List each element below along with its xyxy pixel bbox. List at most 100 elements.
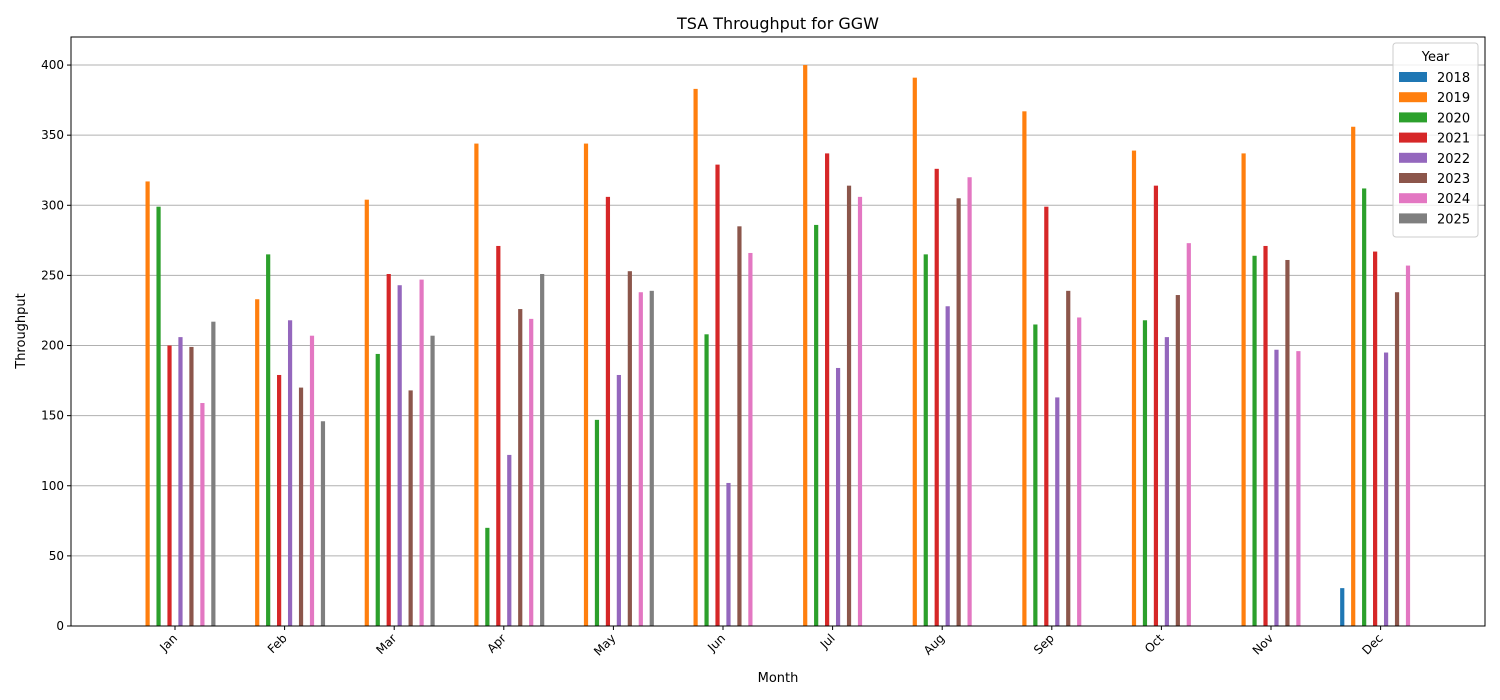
bar <box>638 292 643 626</box>
x-tick-label: Jul <box>817 631 838 652</box>
x-tick-label: Feb <box>265 631 290 656</box>
x-tick-label: May <box>591 631 618 658</box>
bar <box>912 77 917 626</box>
bar <box>156 206 161 626</box>
legend-title: Year <box>1421 50 1450 65</box>
bar <box>814 224 819 626</box>
bar <box>737 226 742 627</box>
y-tick-label: 300 <box>41 198 64 212</box>
bar <box>1340 588 1345 626</box>
bar <box>1153 185 1159 626</box>
bar <box>1263 245 1268 626</box>
bar <box>1175 295 1180 626</box>
bar <box>211 321 216 626</box>
legend-swatch <box>1399 92 1427 103</box>
bar <box>1362 188 1367 626</box>
legend-entry: 2023 <box>1437 172 1470 187</box>
legend: Year 2018 2019 2020 2021 2022 2023 2024 2025 <box>1392 42 1479 238</box>
legend-entry: 2020 <box>1437 111 1470 126</box>
bar <box>846 185 852 626</box>
bars <box>145 65 1411 627</box>
bar <box>408 390 413 626</box>
bar <box>1405 265 1411 626</box>
y-tick-label: 100 <box>41 479 64 493</box>
chart-title: TSA Throughput for GGW <box>676 14 879 33</box>
bar <box>419 279 424 626</box>
x-tick-label: Sep <box>1031 631 1057 657</box>
bar <box>397 285 402 626</box>
x-tick-label: Oct <box>1142 631 1167 656</box>
bar <box>1241 153 1246 626</box>
x-tick-label: Aug <box>921 631 947 657</box>
bar <box>605 196 611 626</box>
bar <box>518 309 523 626</box>
bar <box>1373 251 1378 627</box>
gridlines <box>71 64 1485 627</box>
bar <box>540 274 545 626</box>
bar <box>1394 292 1400 626</box>
bar <box>835 367 841 626</box>
bar <box>507 454 512 626</box>
bar <box>1066 290 1071 626</box>
y-tick-label: 150 <box>41 409 64 423</box>
legend-swatch <box>1399 173 1427 183</box>
legend-swatch <box>1399 193 1427 204</box>
bar <box>1164 337 1169 626</box>
x-tick-label: Mar <box>373 631 399 657</box>
legend-swatch <box>1399 112 1427 123</box>
bar <box>1044 206 1049 626</box>
bar <box>956 198 961 626</box>
x-tick-label: Jun <box>704 631 728 655</box>
bar <box>189 346 194 626</box>
bar <box>649 290 654 626</box>
x-tick-label: Apr <box>484 631 509 656</box>
legend-box <box>1392 42 1479 238</box>
bar <box>945 306 950 626</box>
bar <box>748 252 753 626</box>
bar <box>934 168 939 627</box>
bar <box>967 177 972 626</box>
bar <box>386 274 391 626</box>
bar <box>704 334 709 626</box>
bar <box>320 421 326 626</box>
bar <box>485 527 490 626</box>
bar <box>474 143 479 627</box>
bar <box>167 345 172 626</box>
legend-entry: 2018 <box>1437 71 1470 86</box>
x-tick-label: Nov <box>1250 631 1276 657</box>
legend-entry: 2022 <box>1437 152 1470 167</box>
bar <box>1351 126 1356 626</box>
bar <box>1131 150 1137 627</box>
bar <box>496 245 501 626</box>
x-tick-label: Dec <box>1359 631 1385 657</box>
bar <box>1285 259 1290 626</box>
y-tick-label: 50 <box>49 549 64 563</box>
y-tick-label: 0 <box>56 619 64 633</box>
bar <box>803 65 808 627</box>
bar <box>375 353 380 626</box>
y-tick-label: 200 <box>41 339 64 353</box>
y-axis-label: Throughput <box>14 293 29 370</box>
bar <box>825 153 830 626</box>
bar <box>1252 255 1257 626</box>
legend-swatch <box>1399 132 1427 143</box>
bar <box>529 318 534 626</box>
bar <box>1022 111 1027 627</box>
bar <box>693 88 698 627</box>
y-tick-label: 250 <box>41 268 64 282</box>
legend-entry: 2021 <box>1437 132 1470 147</box>
legend-swatch <box>1399 72 1427 82</box>
bar <box>726 482 731 626</box>
bar <box>1142 320 1148 626</box>
legend-entry: 2025 <box>1437 212 1470 227</box>
bar <box>1033 324 1038 626</box>
bar <box>178 337 183 626</box>
bar <box>923 254 928 626</box>
bar <box>616 374 621 626</box>
bar <box>298 387 304 626</box>
bar <box>430 335 435 626</box>
y-tick-label: 400 <box>41 58 64 72</box>
bar <box>309 335 315 626</box>
x-axis: Jan Feb Mar Apr May Jun Jul Aug Sep Oct Nov Dec <box>156 626 1386 659</box>
